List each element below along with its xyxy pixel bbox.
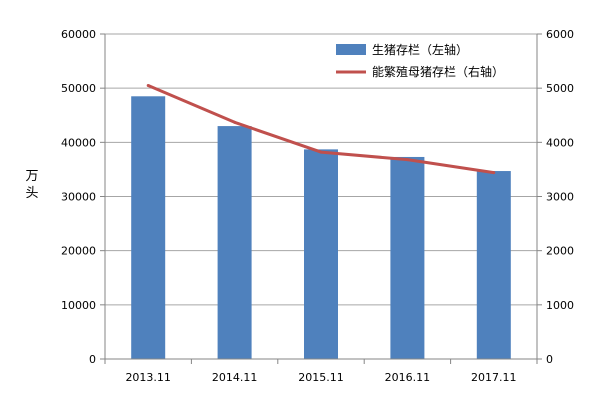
right-tick-label: 0 xyxy=(546,353,553,366)
left-tick-label: 20000 xyxy=(61,245,96,258)
line-series xyxy=(146,83,496,175)
x-axis-ticks: 2013.11 2014.11 2015.11 2016.11 2017.11 xyxy=(125,371,516,384)
axes xyxy=(100,33,542,364)
right-tick-label: 1000 xyxy=(546,299,574,312)
x-tick-label: 2016.11 xyxy=(385,371,431,384)
legend-bar-swatch xyxy=(336,44,366,55)
legend: 生猪存栏（左轴） 能繁殖母猪存栏（右轴） xyxy=(336,42,504,79)
line-point xyxy=(233,120,237,124)
left-tick-label: 0 xyxy=(89,353,96,366)
left-tick-label: 40000 xyxy=(61,136,96,149)
x-tick-label: 2017.11 xyxy=(471,371,517,384)
right-axis-ticks: 0 1000 2000 3000 4000 5000 6000 xyxy=(546,28,574,366)
x-tick-label: 2013.11 xyxy=(125,371,171,384)
bar xyxy=(304,149,338,359)
line-point xyxy=(319,150,323,154)
x-tick-label: 2015.11 xyxy=(298,371,344,384)
bar xyxy=(390,156,425,359)
bar-series xyxy=(131,96,511,360)
right-tick-label: 5000 xyxy=(546,82,574,95)
y-axis-label-char: 万 xyxy=(25,169,38,184)
line-point xyxy=(146,83,150,87)
line-point xyxy=(492,171,496,175)
y-axis-label-char: 头 xyxy=(25,186,38,201)
right-tick-label: 4000 xyxy=(546,136,574,149)
left-tick-label: 50000 xyxy=(61,82,96,95)
line-point xyxy=(405,158,409,162)
left-tick-label: 10000 xyxy=(61,299,96,312)
legend-bar-label: 生猪存栏（左轴） xyxy=(372,42,468,57)
right-tick-label: 2000 xyxy=(546,245,574,258)
legend-line-label: 能繁殖母猪存栏（右轴） xyxy=(372,64,504,79)
right-tick-label: 3000 xyxy=(546,191,574,204)
left-tick-label: 30000 xyxy=(61,191,96,204)
x-tick-label: 2014.11 xyxy=(212,371,258,384)
left-tick-label: 60000 xyxy=(61,28,96,41)
bar xyxy=(131,96,166,360)
bar xyxy=(476,171,511,359)
bar xyxy=(217,126,252,359)
left-axis-ticks: 0 10000 20000 30000 40000 50000 60000 xyxy=(61,28,96,366)
right-tick-label: 6000 xyxy=(546,28,574,41)
y-axis-label: 万头 xyxy=(25,169,38,201)
